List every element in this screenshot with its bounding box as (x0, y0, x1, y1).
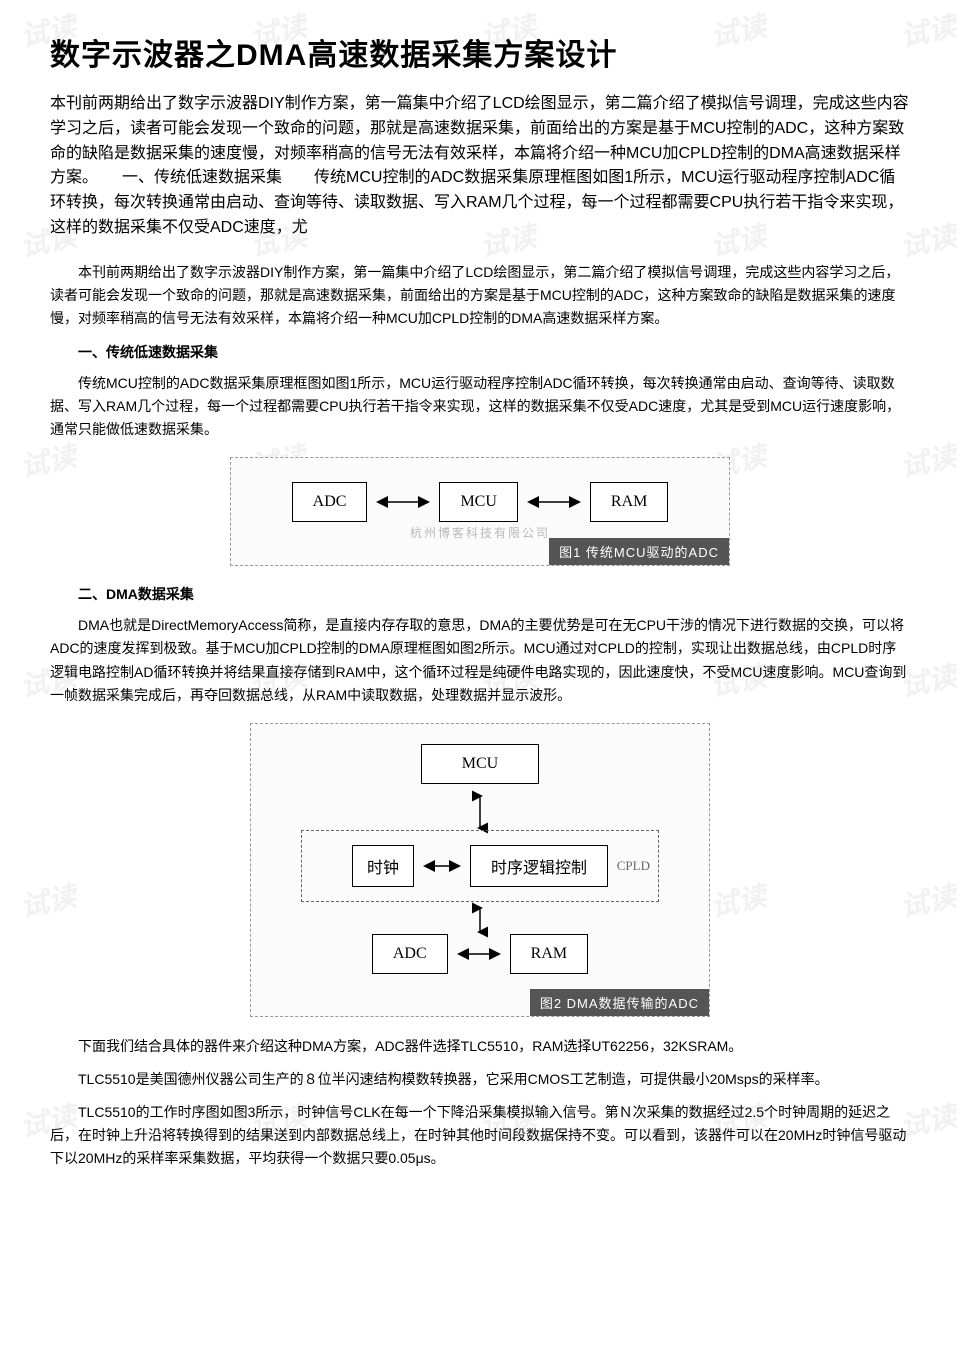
fig2-node-ram: RAM (510, 934, 588, 974)
double-arrow-vertical-icon (301, 790, 659, 834)
fig2-node-clock: 时钟 (352, 845, 414, 887)
lead-paragraph: 本刊前两期给出了数字示波器DIY制作方案，第一篇集中介绍了LCD绘图显示，第二篇… (50, 92, 910, 241)
fig1-node-ram: RAM (590, 482, 668, 522)
page-title: 数字示波器之DMA高速数据采集方案设计 (50, 30, 910, 74)
para-tlc5510-timing: TLC5510的工作时序图如图3所示，时钟信号CLK在每一个下降沿采集模拟输入信… (50, 1101, 910, 1170)
fig2-group-label: CPLD (617, 858, 650, 874)
para-components: 下面我们结合具体的器件来介绍这种DMA方案，ADC器件选择TLC5510，RAM… (50, 1035, 910, 1058)
double-arrow-icon (524, 494, 584, 510)
fig2-node-logic: 时序逻辑控制 (470, 845, 608, 887)
fig2-node-adc: ADC (372, 934, 448, 974)
double-arrow-icon (420, 858, 464, 874)
section-2-paragraph: DMA也就是DirectMemoryAccess简称，是直接内存存取的意思，DM… (50, 614, 910, 706)
figure-2: MCU 时钟 时序逻辑控制 CPLD ADC RAM 图2 DMA数据传输的AD… (50, 723, 910, 1017)
double-arrow-vertical-icon (301, 902, 659, 938)
figure-2-caption: 图2 DMA数据传输的ADC (530, 989, 709, 1016)
figure-1-caption: 图1 传统MCU驱动的ADC (549, 538, 729, 565)
fig2-cpld-group: 时钟 时序逻辑控制 CPLD (301, 830, 659, 902)
figure-1: ADC MCU RAM 杭州博客科技有限公司 图1 传统MCU驱动的ADC (50, 457, 910, 566)
double-arrow-icon (454, 946, 504, 962)
para-tlc5510-intro: TLC5510是美国德州仪器公司生产的８位半闪速结构模数转换器，它采用CMOS工… (50, 1068, 910, 1091)
fig1-node-adc: ADC (292, 482, 368, 522)
section-1-paragraph: 传统MCU控制的ADC数据采集原理框图如图1所示，MCU运行驱动程序控制ADC循… (50, 372, 910, 441)
fig1-node-mcu: MCU (439, 482, 517, 522)
section-2-heading: 二、DMA数据采集 (50, 584, 910, 604)
section-1-heading: 一、传统低速数据采集 (50, 342, 910, 362)
double-arrow-icon (373, 494, 433, 510)
intro-paragraph: 本刊前两期给出了数字示波器DIY制作方案，第一篇集中介绍了LCD绘图显示，第二篇… (50, 261, 910, 330)
fig2-node-mcu: MCU (421, 744, 539, 784)
